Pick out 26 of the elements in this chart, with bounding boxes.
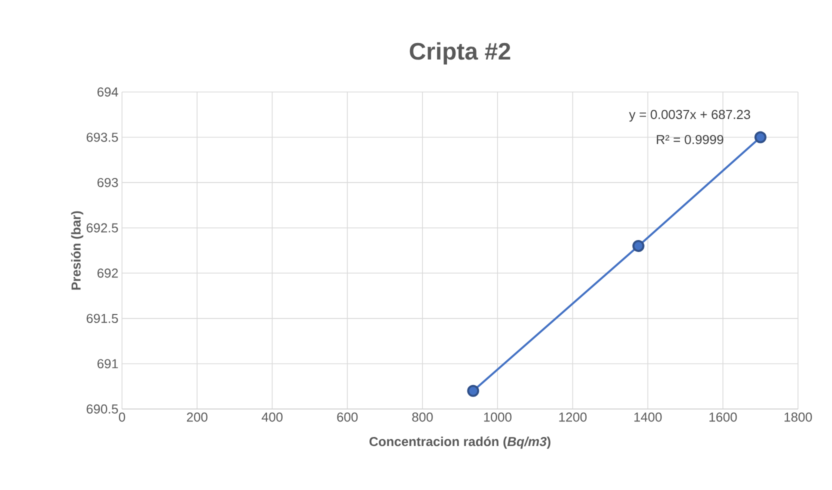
- x-tick-label: 0: [118, 412, 126, 422]
- y-tick-label: 691: [98, 359, 118, 368]
- y-tick-label: 692: [98, 268, 118, 278]
- x-tick-label: 200: [186, 412, 208, 422]
- annotation: R² = 0.9999: [656, 134, 724, 144]
- y-axis-title: Presión (bar): [71, 211, 84, 290]
- x-tick-label: 1400: [634, 412, 662, 422]
- x-tick-label: 800: [412, 412, 433, 422]
- y-tick-label: 693: [98, 178, 118, 188]
- y-tick-label: 694: [98, 87, 118, 97]
- point: [467, 384, 480, 397]
- point: [632, 240, 644, 252]
- y-tick-label: 692.5: [86, 223, 118, 232]
- x-tick-label: 1000: [484, 412, 512, 422]
- x-tick-label: 1200: [559, 412, 587, 422]
- y-tick-label: 690.5: [86, 404, 118, 414]
- y-tick-label: 691.5: [86, 314, 118, 324]
- x-tick-label: 400: [262, 412, 283, 422]
- chart-title: Cripta #2: [410, 42, 510, 65]
- x-tick-label: 1600: [709, 412, 737, 422]
- x-tick-label: 600: [337, 412, 358, 422]
- y-tick-label: 693.5: [86, 132, 118, 142]
- x-tick-label: 1800: [784, 412, 812, 422]
- annotation: y = 0.0037x + 687.23: [629, 110, 750, 122]
- point: [754, 131, 766, 144]
- x-axis-title: Concentracion radón (Bq/m3): [370, 436, 550, 449]
